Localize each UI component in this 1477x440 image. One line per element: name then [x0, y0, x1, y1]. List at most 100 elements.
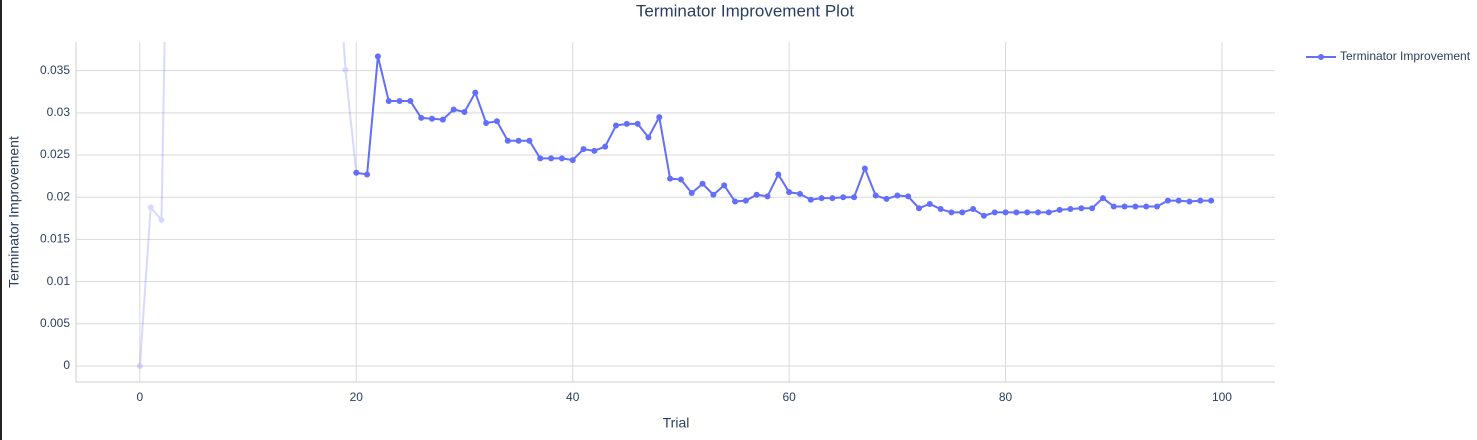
data-point	[569, 157, 576, 164]
data-point	[980, 212, 987, 219]
x-tick-label: 40	[566, 390, 580, 404]
data-point	[861, 165, 868, 172]
series-line	[138, 42, 358, 367]
x-tick-label: 60	[782, 390, 796, 404]
data-point	[959, 209, 966, 216]
left-border	[0, 0, 2, 440]
data-point	[970, 206, 977, 213]
data-point	[829, 195, 836, 202]
data-point	[1035, 209, 1042, 216]
data-point	[515, 137, 522, 144]
data-point	[948, 209, 955, 216]
x-tick-label: 0	[137, 390, 144, 404]
data-point	[623, 120, 630, 127]
data-point	[612, 122, 619, 129]
y-tick-label: 0.03	[47, 105, 71, 119]
data-point	[147, 204, 154, 211]
data-point	[851, 194, 858, 201]
y-tick-label: 0.02	[47, 189, 71, 203]
data-point	[385, 98, 392, 105]
data-point	[1002, 209, 1009, 216]
legend-marker	[1318, 54, 1324, 60]
data-point	[915, 205, 922, 212]
data-point	[493, 118, 500, 125]
data-point	[753, 191, 760, 198]
data-point	[699, 180, 706, 187]
data-point	[840, 194, 847, 201]
data-point	[775, 171, 782, 178]
y-tick-label: 0.01	[47, 274, 71, 288]
data-point	[396, 98, 403, 105]
data-point	[937, 206, 944, 213]
data-point	[1164, 197, 1171, 204]
data-point	[1056, 206, 1063, 213]
data-point	[342, 66, 349, 73]
x-tick-label: 100	[1212, 390, 1232, 404]
data-point	[786, 189, 793, 196]
data-point	[883, 195, 890, 202]
data-point	[645, 134, 652, 141]
data-point	[667, 175, 674, 182]
data-point	[602, 143, 609, 150]
x-tick-label: 20	[350, 390, 364, 404]
data-point	[1045, 209, 1052, 216]
y-tick-label: 0.005	[40, 316, 70, 330]
data-point	[1175, 197, 1182, 204]
data-point	[472, 89, 479, 96]
data-point	[407, 98, 414, 105]
data-point	[807, 196, 814, 203]
data-point	[894, 192, 901, 199]
data-point	[764, 193, 771, 200]
data-point	[721, 182, 728, 189]
data-point	[537, 155, 544, 162]
data-point	[1013, 209, 1020, 216]
data-point	[710, 191, 717, 198]
data-point	[429, 115, 436, 122]
data-point	[732, 198, 739, 205]
data-point	[1121, 203, 1128, 210]
legend-label: Terminator Improvement	[1340, 49, 1471, 63]
legend: Terminator Improvement	[1306, 49, 1471, 63]
data-point	[374, 53, 381, 60]
y-tick-label: 0.015	[40, 232, 70, 246]
data-point	[558, 155, 565, 162]
series	[353, 53, 1215, 219]
data-point	[483, 119, 490, 126]
grid	[76, 42, 1275, 382]
data-point	[634, 120, 641, 127]
series-line	[356, 56, 1212, 217]
data-point	[450, 106, 457, 113]
x-tick-label: 80	[999, 390, 1013, 404]
data-point	[796, 190, 803, 197]
data-point	[1143, 203, 1150, 210]
data-point	[1208, 197, 1215, 204]
data-point	[905, 193, 912, 200]
data-point	[872, 192, 879, 199]
data-point	[677, 176, 684, 183]
data-point	[548, 155, 555, 162]
y-tick-label: 0	[63, 358, 70, 372]
data-point	[353, 169, 360, 176]
data-point	[504, 137, 511, 144]
data-point	[1089, 205, 1096, 212]
y-tick-label: 0.025	[40, 147, 70, 161]
y-axis-title: Terminator Improvement	[6, 136, 22, 288]
y-tick-label: 0.035	[40, 63, 70, 77]
data-point	[926, 200, 933, 207]
data-point	[818, 195, 825, 202]
data-point	[580, 146, 587, 153]
data-point	[1067, 206, 1074, 213]
data-point	[1186, 198, 1193, 205]
data-point	[461, 109, 468, 116]
data-point	[158, 217, 165, 224]
chart-title: Terminator Improvement Plot	[636, 1, 855, 20]
data-point	[1024, 209, 1031, 216]
data-point	[1197, 197, 1204, 204]
data-point	[418, 114, 425, 121]
data-point	[688, 190, 695, 197]
data-point	[1099, 195, 1106, 202]
data-point	[1110, 203, 1117, 210]
plot-area	[136, 42, 1215, 369]
data-point	[526, 137, 533, 144]
data-point	[1154, 203, 1161, 210]
